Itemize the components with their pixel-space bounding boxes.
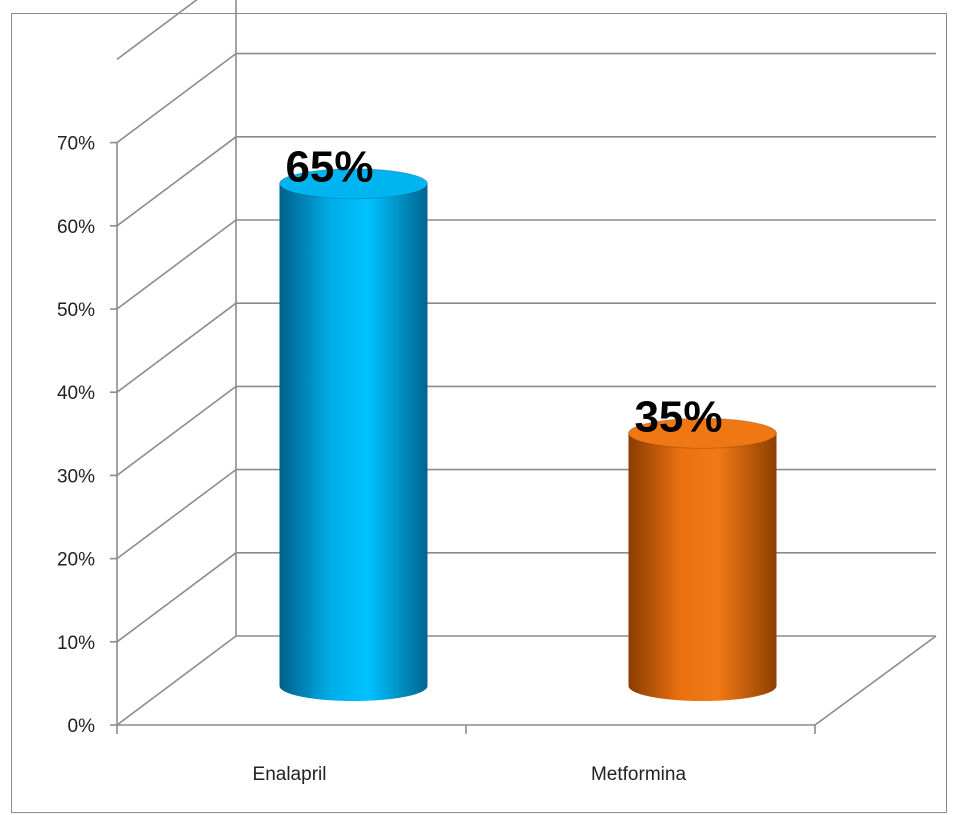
y-tick-label: 0%	[68, 716, 96, 737]
bar-top	[628, 417, 777, 449]
gridline-0%-side	[116, 635, 237, 726]
y-tick-label: 30%	[57, 466, 95, 487]
bar-enalapril	[279, 168, 428, 702]
data-label-metformina: 35%	[634, 392, 722, 441]
x-category-label: Metformina	[591, 764, 686, 785]
y-tick-label: 20%	[57, 550, 95, 571]
gridline-10%-side	[116, 552, 237, 643]
gridline-70%-side	[116, 52, 237, 144]
data-label-enalapril: 65%	[285, 143, 373, 192]
bar-top	[279, 168, 428, 200]
y-tick-label: 70%	[57, 134, 95, 155]
floor-right-edge	[814, 635, 937, 726]
y-tick-label: 60%	[57, 217, 95, 238]
gridline-top-side	[116, 0, 198, 61]
y-tick-label: 50%	[57, 300, 95, 321]
bar-metformina	[628, 417, 777, 702]
bar-body	[279, 183, 428, 702]
gridline-60%-side	[116, 136, 237, 227]
y-tick-label: 10%	[57, 633, 95, 654]
x-category-label: Enalapril	[253, 764, 327, 785]
chart-frame	[11, 13, 947, 813]
gridline-40%-side	[116, 302, 237, 393]
y-tick-label: 40%	[57, 383, 95, 404]
bar-body	[628, 433, 777, 702]
gridline-30%-side	[116, 385, 237, 477]
gridline-50%-side	[116, 219, 237, 310]
gridline-20%-side	[116, 468, 237, 560]
